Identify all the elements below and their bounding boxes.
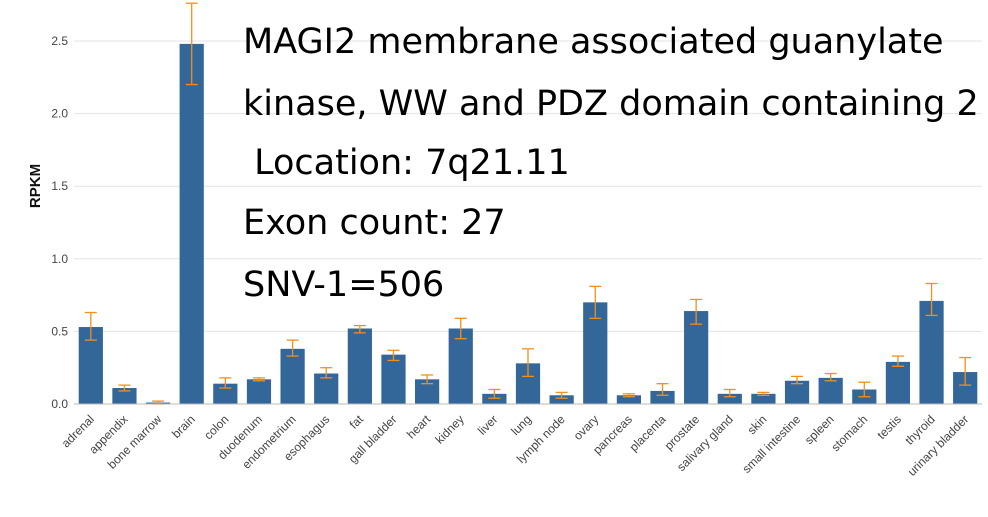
error-bar: [656, 383, 669, 396]
bar-colon: [213, 383, 238, 404]
y-tick-label: 1.5: [51, 179, 68, 193]
error-bar: [488, 388, 501, 399]
bar-spleen: [818, 377, 843, 404]
grid-lines: [74, 40, 982, 332]
x-tick-label: placenta: [627, 412, 669, 454]
error-bar: [925, 282, 938, 317]
bar-small-intestine: [784, 380, 810, 404]
error-bar: [522, 348, 534, 378]
title-line-description: kinase, WW and PDZ domain containing 2: [243, 84, 979, 124]
error-bar: [555, 391, 568, 399]
error-bar: [286, 339, 299, 357]
y-axis-label: RPKM: [27, 164, 44, 208]
bar-testis: [885, 361, 911, 404]
chart-title: MAGI2 membrane associated guanylate kina…: [243, 22, 979, 305]
error-bar: [387, 349, 400, 362]
bar-pancreas: [616, 395, 641, 404]
error-bar: [757, 391, 770, 396]
title-line-snv: SNV-1=506: [243, 265, 444, 305]
bar-gall-bladder: [381, 354, 406, 404]
error-bar: [353, 324, 366, 334]
x-tick-label: brain: [169, 412, 198, 441]
bar-salivary-gland: [717, 393, 742, 404]
y-tick-labels: 0.0 0.5 1.0 1.5 2.0 2.5: [51, 34, 68, 411]
error-bar: [84, 311, 97, 341]
x-tick-label: fat: [347, 412, 367, 432]
bar-placenta: [650, 390, 675, 404]
error-bar: [185, 2, 198, 86]
bar-brain: [179, 43, 204, 405]
x-tick-label: testis: [874, 412, 904, 442]
bar-esophagus: [314, 373, 339, 404]
error-bar: [589, 285, 602, 319]
bar-endometrium: [280, 348, 305, 404]
error-bar: [891, 355, 904, 367]
bar-duodenum: [246, 379, 272, 404]
title-line-gene: MAGI2 membrane associated guanylate: [243, 22, 944, 62]
error-bar: [690, 298, 703, 325]
bar-ovary: [583, 302, 608, 404]
y-tick-label: 0.5: [51, 324, 68, 338]
bar-lymph-node: [549, 395, 574, 404]
bar-liver: [482, 393, 507, 404]
x-tick-label: colon: [201, 412, 231, 442]
y-tick-label: 1.0: [51, 252, 68, 266]
bar-kidney: [448, 328, 473, 404]
x-tick-label: urinary bladder: [905, 412, 972, 479]
bar-thyroid: [919, 300, 944, 404]
x-tick-label: lung: [508, 412, 534, 438]
x-tick-label: stomach: [828, 412, 870, 454]
x-tick-label: ovary: [571, 412, 602, 443]
x-tick-label: kidney: [432, 412, 466, 446]
title-line-exon-count: Exon count: 27: [243, 203, 506, 243]
bar-skin: [751, 393, 776, 404]
error-bar: [454, 317, 467, 340]
error-bar: [791, 375, 804, 385]
error-bar: [622, 393, 635, 398]
x-tick-label: skin: [745, 412, 770, 437]
error-bar: [959, 356, 972, 386]
bar-fat: [347, 328, 372, 404]
title-line-location: Location: 7q21.11: [243, 143, 570, 183]
error-bar: [219, 377, 232, 389]
error-bars: [84, 2, 972, 405]
bar-prostate: [684, 311, 709, 404]
bar-appendix: [112, 388, 137, 404]
error-bar: [421, 374, 434, 385]
x-tick-label: heart: [404, 412, 434, 442]
error-bar: [320, 367, 333, 379]
bars: [78, 43, 978, 405]
error-bar: [252, 377, 265, 382]
y-tick-label: 0.0: [51, 397, 68, 411]
error-bar: [824, 372, 837, 382]
error-bar: [723, 388, 736, 398]
error-bar: [858, 381, 871, 398]
y-tick-label: 2.5: [51, 34, 68, 48]
x-tick-label: liver: [475, 412, 500, 437]
y-tick-label: 2.0: [51, 107, 68, 121]
error-bar: [118, 384, 131, 392]
